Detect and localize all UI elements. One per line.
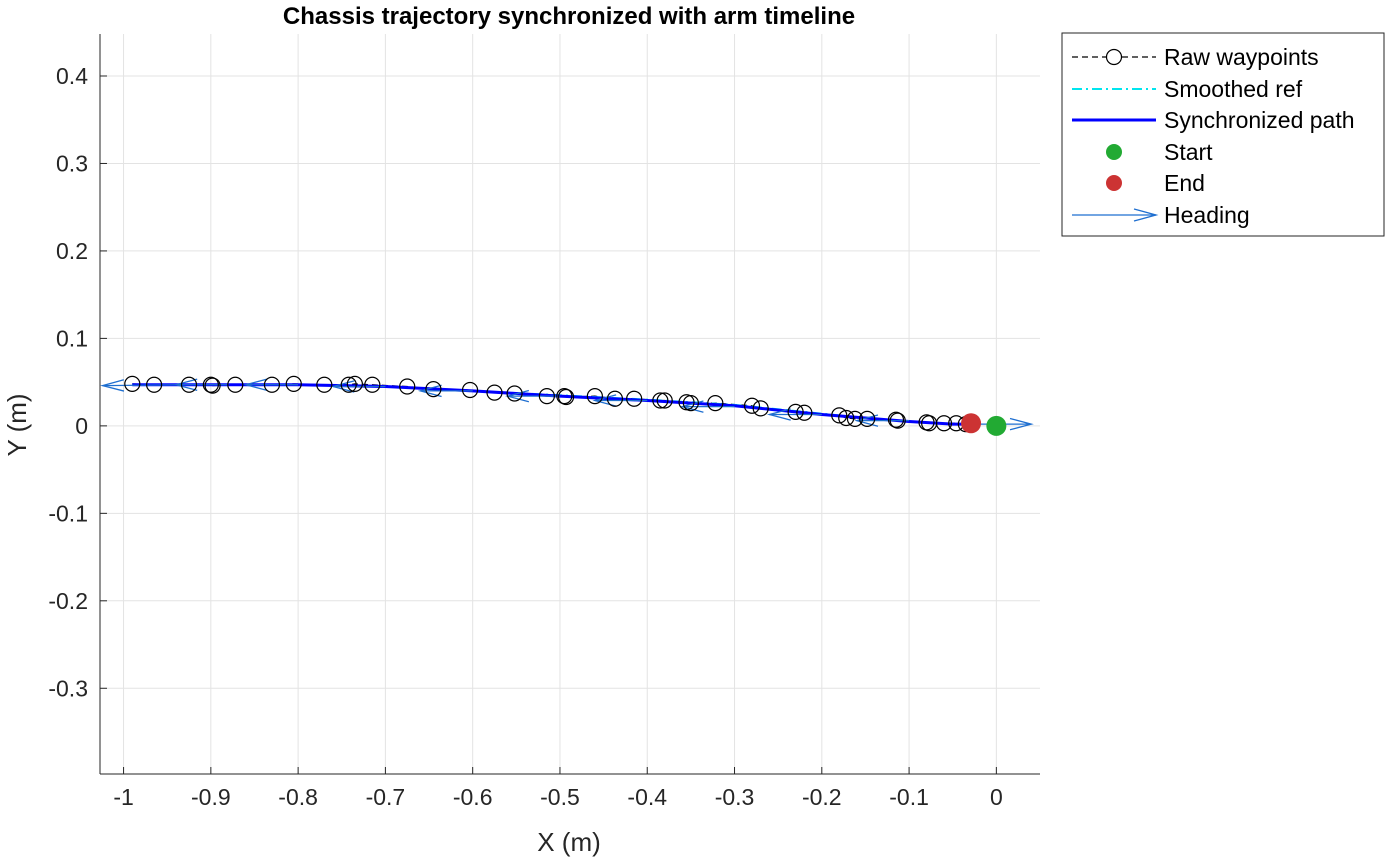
y-tick-label: -0.1 bbox=[48, 500, 88, 526]
legend-label: Start bbox=[1164, 139, 1213, 165]
legend: Raw waypoints Smoothed ref Synchronized pa… bbox=[1061, 32, 1385, 237]
raw-waypoint-marker bbox=[682, 395, 699, 412]
raw-waypoint-marker bbox=[204, 377, 221, 394]
x-tick-label: -0.3 bbox=[715, 784, 755, 810]
raw-waypoint-marker bbox=[425, 381, 442, 398]
raw-waypoint-marker bbox=[346, 375, 363, 392]
heading-arrow-shaft bbox=[102, 384, 185, 387]
raw-waypoint-marker bbox=[787, 403, 804, 420]
heading-arrow-head bbox=[854, 414, 879, 427]
heading-arrow-head bbox=[100, 379, 125, 392]
legend-box bbox=[1061, 32, 1385, 237]
legend-label: Heading bbox=[1164, 202, 1250, 228]
raw-waypoint-marker bbox=[556, 388, 573, 405]
raw-waypoint-marker bbox=[124, 375, 141, 392]
raw-waypoint-marker bbox=[652, 392, 669, 409]
plot-area bbox=[100, 375, 1034, 436]
legend-swatch-arrowhead bbox=[1133, 208, 1159, 222]
raw-waypoint-marker bbox=[557, 388, 575, 406]
legend-item: Smoothed ref bbox=[1072, 76, 1303, 102]
heading-arrow bbox=[100, 379, 185, 392]
raw-waypoint-marker bbox=[399, 378, 416, 395]
raw-waypoint-marker bbox=[831, 407, 848, 424]
raw-waypoint-marker bbox=[707, 395, 724, 412]
legend-item: Synchronized path bbox=[1072, 107, 1355, 133]
raw-waypoint-marker bbox=[506, 385, 523, 402]
axes bbox=[99, 34, 1040, 775]
raw-waypoint-marker bbox=[227, 376, 244, 393]
y-tick-label: 0.3 bbox=[56, 150, 88, 176]
raw-waypoint-marker bbox=[606, 390, 624, 407]
raw-waypoint-marker bbox=[796, 404, 813, 421]
grid bbox=[100, 34, 1040, 774]
raw-waypoint-marker bbox=[340, 376, 357, 393]
legend-item: End bbox=[1106, 170, 1205, 196]
tick-labels: -1 -0.9 -0.8 -0.7 -0.6 -0.5 -0.4 -0.3 -0.2 -0.1 0 -… bbox=[48, 63, 1002, 810]
legend-label: Raw waypoints bbox=[1164, 44, 1319, 70]
raw-waypoint-marker bbox=[285, 375, 302, 392]
heading-arrow-head bbox=[679, 400, 704, 413]
legend-swatch-marker bbox=[1106, 175, 1122, 191]
y-tick-label: 0 bbox=[75, 413, 88, 439]
heading-arrow bbox=[243, 378, 299, 392]
start-marker bbox=[986, 415, 1007, 436]
x-tick-label: 0 bbox=[990, 784, 1003, 810]
raw-waypoint-marker bbox=[887, 411, 905, 428]
raw-waypoint-marker bbox=[202, 376, 219, 393]
heading-arrow-head bbox=[243, 378, 268, 392]
raw-waypoint-marker bbox=[316, 376, 333, 393]
raw-waypoint-marker bbox=[838, 409, 855, 427]
legend-label: Smoothed ref bbox=[1164, 76, 1303, 102]
x-tick-label: -0.8 bbox=[278, 784, 318, 810]
legend-swatch-marker bbox=[1106, 144, 1122, 160]
x-tick-label: -0.1 bbox=[889, 784, 929, 810]
raw-waypoint-marker bbox=[146, 376, 163, 393]
y-tick-label: 0.4 bbox=[56, 63, 88, 89]
raw-waypoint-marker bbox=[889, 412, 906, 429]
end-marker bbox=[961, 413, 982, 434]
raw-waypoint-marker bbox=[586, 388, 603, 405]
x-tick-label: -0.7 bbox=[366, 784, 406, 810]
raw-waypoint-marker bbox=[461, 381, 479, 399]
heading-arrow-head bbox=[1009, 417, 1034, 431]
y-tick-label: 0.2 bbox=[56, 238, 88, 264]
x-tick-label: -0.6 bbox=[453, 784, 493, 810]
heading-arrow-head bbox=[417, 384, 442, 398]
raw-waypoint-marker bbox=[656, 392, 673, 409]
raw-waypoint-marker bbox=[263, 376, 281, 393]
raw-waypoint-marker bbox=[538, 388, 555, 405]
raw-waypoint-marker bbox=[846, 410, 864, 427]
raw-waypoints-line bbox=[132, 383, 966, 425]
raw-waypoint-marker bbox=[626, 390, 643, 407]
legend-item: Raw waypoints bbox=[1072, 44, 1319, 70]
raw-waypoint-marker bbox=[486, 384, 503, 401]
raw-waypoint-marker bbox=[935, 415, 953, 432]
x-axis-label: X (m) bbox=[537, 827, 601, 857]
y-tick-label: -0.2 bbox=[48, 588, 88, 614]
x-tick-label: -1 bbox=[113, 784, 133, 810]
y-tick-label: 0.1 bbox=[56, 325, 88, 351]
raw-waypoint-marker bbox=[752, 400, 769, 417]
legend-item: Start bbox=[1106, 139, 1213, 165]
y-tick-label: -0.3 bbox=[48, 675, 88, 701]
legend-label: End bbox=[1164, 170, 1205, 196]
raw-waypoint-marker bbox=[743, 397, 761, 414]
heading-arrow bbox=[854, 414, 910, 427]
x-tick-label: -0.2 bbox=[802, 784, 842, 810]
legend-label: Synchronized path bbox=[1164, 107, 1355, 133]
heading-arrow bbox=[417, 384, 473, 398]
x-tick-label: -0.4 bbox=[627, 784, 667, 810]
chart-title: Chassis trajectory synchronized with arm… bbox=[283, 3, 855, 30]
heading-arrow bbox=[766, 408, 822, 421]
raw-waypoint-marker bbox=[364, 376, 381, 393]
x-tick-label: -0.5 bbox=[540, 784, 580, 810]
legend-item: Heading bbox=[1072, 202, 1250, 228]
legend-swatch-marker bbox=[1105, 48, 1123, 66]
raw-waypoint-marker bbox=[180, 376, 198, 393]
heading-arrow-head bbox=[766, 408, 791, 421]
y-axis-label: Y (m) bbox=[2, 393, 32, 456]
raw-waypoint-marker bbox=[859, 410, 876, 427]
x-tick-label: -0.9 bbox=[191, 784, 231, 810]
